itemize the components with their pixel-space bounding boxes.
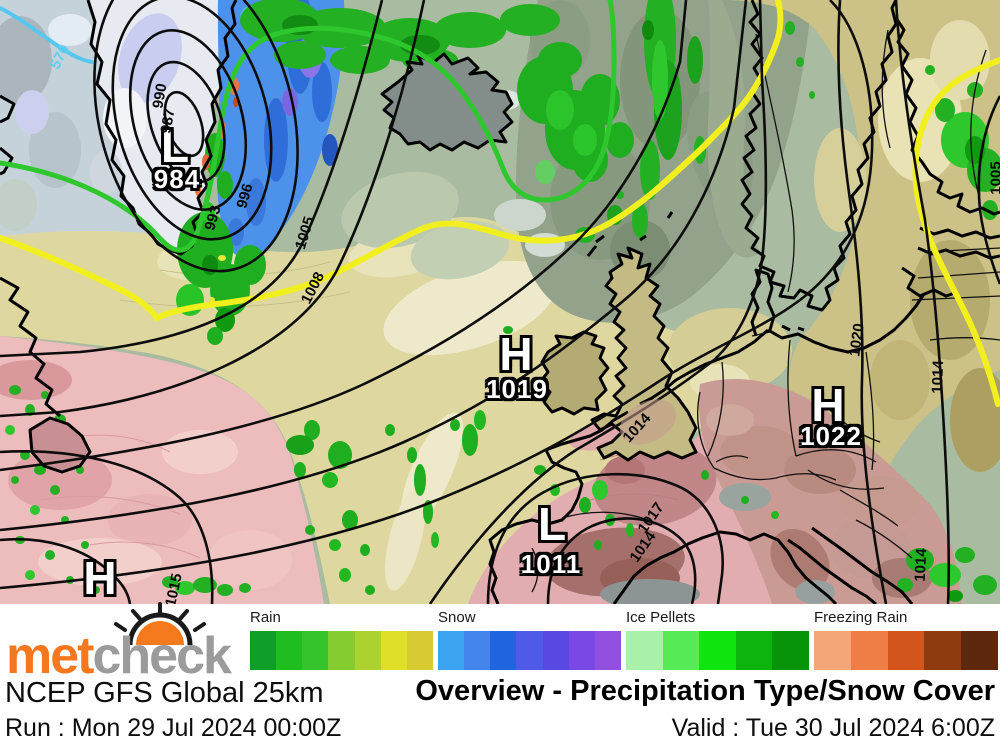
weather-map-graphic: [0, 0, 1000, 604]
legend-label: Ice Pellets: [626, 609, 696, 626]
pressure-value: 1022: [800, 421, 862, 451]
legend-swatch: [735, 631, 773, 670]
legend-label: Freezing Rain: [814, 609, 908, 626]
sun-icon: [114, 602, 206, 646]
pressure-center-l: L: [537, 498, 567, 550]
legend-swatch: [961, 631, 998, 670]
pressure-center-h: H: [83, 552, 117, 604]
model-name: NCEP GFS Global 25km: [5, 677, 324, 709]
isobar-1016-highlight: [0, 0, 1000, 407]
legend-swatch: [594, 631, 621, 670]
footer: metcheck Rain Snow Ice Pellets Freezing Rai…: [0, 602, 1000, 749]
pressure-value: 984: [153, 164, 201, 194]
legend-group-ice-pellets: Ice Pellets: [626, 607, 809, 670]
legend-group-snow: Snow: [438, 607, 621, 670]
legend-color-bar: [250, 631, 433, 670]
legend-swatch: [276, 631, 303, 670]
thickness-line-528: [0, 0, 617, 253]
legend-swatch: [568, 631, 595, 670]
logo-check: check: [92, 627, 232, 680]
thickness-line-570: [0, 6, 94, 64]
country-borders: [531, 29, 1000, 593]
isobar-label: 1014: [911, 547, 931, 583]
legend-swatch: [699, 631, 736, 670]
legend-group-rain: Rain: [250, 607, 433, 670]
legend-group-freezing-rain: Freezing Rain: [814, 607, 998, 670]
legend-swatch: [464, 631, 491, 670]
legend-swatch: [887, 631, 925, 670]
pressure-center-h: H: [811, 379, 845, 431]
chart-title: Overview - Precipitation Type/Snow Cover: [415, 675, 995, 707]
legend-swatch: [250, 631, 277, 670]
legend-color-bar: [626, 631, 809, 670]
legend-swatch: [814, 631, 851, 670]
legend-swatch: [354, 631, 381, 670]
weather-map: L 984 H 1019 H 1022 L 1011 H 990 987 993 996 1005 100…: [0, 0, 1000, 604]
legend-color-bar: [438, 631, 621, 670]
metcheck-logo[interactable]: metcheck: [2, 600, 242, 685]
legend-swatch: [924, 631, 962, 670]
legend-color-bar: [814, 631, 998, 670]
run-timestamp: Run : Mon 29 Jul 2024 00:00Z: [5, 714, 342, 742]
legend-swatch: [328, 631, 355, 670]
legend-swatch: [490, 631, 517, 670]
legend-label: Rain: [250, 609, 281, 626]
pressure-value: 1011: [520, 549, 582, 579]
legend-swatch: [380, 631, 407, 670]
legend-swatch: [438, 631, 465, 670]
legend-swatch: [772, 631, 809, 670]
legend-swatch: [302, 631, 329, 670]
isobar-label: 1014: [928, 360, 948, 394]
legend-swatch: [516, 631, 543, 670]
pressure-value: 1019: [486, 374, 548, 404]
legend-label: Snow: [438, 609, 476, 626]
isobars: [0, 0, 1000, 604]
pressure-center-l: L: [160, 120, 190, 172]
pressure-center-h: H: [499, 328, 533, 380]
rain-precip-blobs: [5, 0, 1000, 602]
valid-timestamp: Valid : Tue 30 Jul 2024 6:00Z: [671, 714, 995, 742]
svg-text:metcheck: metcheck: [6, 627, 232, 680]
legend-swatch: [626, 631, 663, 670]
legend-swatch: [542, 631, 569, 670]
legend-swatch: [850, 631, 888, 670]
legend-swatch: [406, 631, 433, 670]
logo-met: met: [6, 627, 94, 680]
isobar-label: 1005: [987, 161, 1000, 195]
legend-swatch: [662, 631, 700, 670]
